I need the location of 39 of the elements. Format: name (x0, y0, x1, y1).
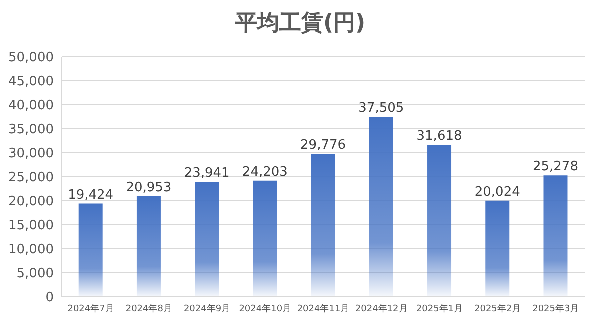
data-label: 20,953 (126, 180, 172, 196)
data-label: 23,941 (184, 166, 230, 182)
bar (486, 200, 510, 297)
bar (428, 145, 452, 297)
y-tick-label: 20,000 (8, 194, 54, 210)
data-label: 19,424 (68, 188, 114, 203)
bar (369, 116, 394, 297)
x-tick-label: 2024年9月 (184, 303, 231, 314)
bar (136, 196, 161, 297)
y-tick-label: 30,000 (8, 146, 54, 162)
bar (78, 204, 103, 297)
chart-title: 平均工賃(円) (234, 10, 367, 38)
x-tick-label: 2025年2月 (474, 303, 522, 314)
x-tick-label: 2024年10月 (239, 303, 292, 314)
x-tick-label: 2024年7月 (68, 303, 114, 314)
y-tick-label: 50,000 (8, 50, 54, 66)
y-tick-label: 5,000 (16, 266, 54, 282)
bar (195, 182, 220, 297)
bar (544, 176, 568, 297)
x-tick-label: 2024年11月 (297, 303, 350, 314)
y-tick-label: 10,000 (8, 242, 54, 258)
data-label: 20,024 (474, 184, 520, 200)
data-label: 29,776 (300, 138, 346, 154)
data-label: 25,278 (532, 160, 578, 175)
y-tick-label: 45,000 (8, 74, 54, 90)
y-tick-label: 15,000 (8, 218, 54, 234)
y-tick-label: 0 (46, 290, 54, 306)
x-tick-label: 2025年3月 (532, 303, 580, 314)
x-tick-label: 2024年8月 (126, 303, 172, 314)
y-tick-label: 35,000 (8, 122, 54, 138)
data-label: 37,505 (358, 100, 404, 116)
bar (253, 180, 278, 297)
data-label: 24,203 (242, 164, 288, 180)
data-label: 31,618 (416, 129, 462, 144)
x-tick-label: 2024年12月 (355, 303, 408, 314)
y-tick-label: 25,000 (8, 170, 54, 186)
bar (311, 154, 336, 297)
y-tick-label: 40,000 (8, 98, 54, 114)
x-tick-label: 2025年1月 (416, 303, 464, 314)
